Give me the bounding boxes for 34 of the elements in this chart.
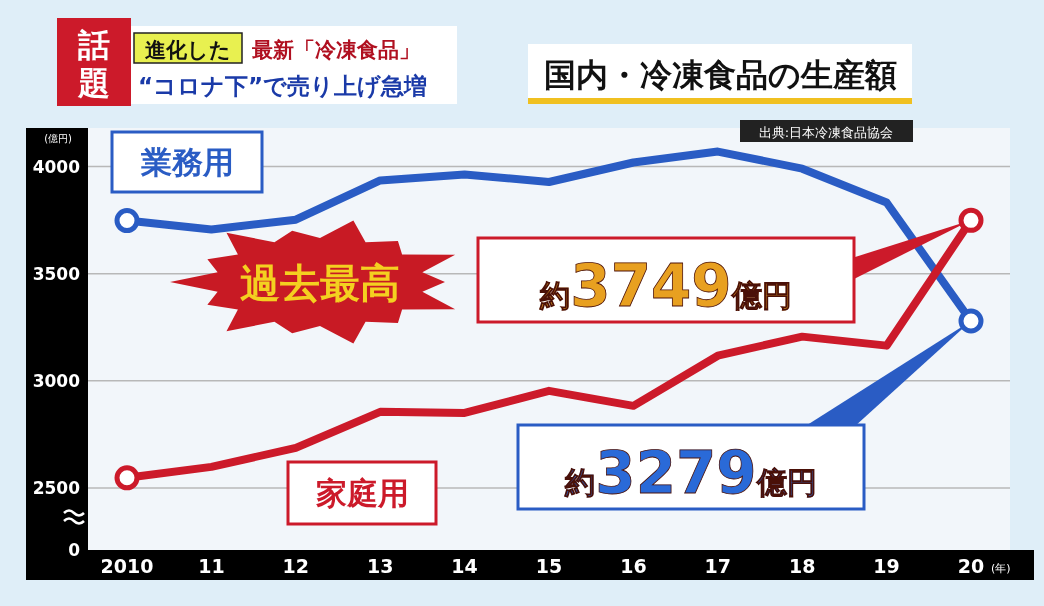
point bbox=[958, 207, 984, 233]
x-tick-label: 12 bbox=[282, 555, 310, 577]
x-tick-label: 15 bbox=[535, 555, 563, 577]
x-tick-label: 14 bbox=[451, 555, 478, 577]
text: 最新「冷凍食品」 bbox=[251, 38, 420, 62]
annotation: 出典:日本冷凍食品協会 bbox=[758, 125, 894, 140]
chart-title: 国内・冷凍食品の生産額 bbox=[543, 56, 897, 94]
series-label: 業務用 bbox=[139, 144, 234, 180]
text: 0 bbox=[68, 540, 81, 560]
x-tick-label: 17 bbox=[704, 555, 732, 577]
callout: 約3279億円 bbox=[516, 321, 971, 511]
annotation: 約3749億円 bbox=[539, 252, 792, 320]
x-tick-label: 19 bbox=[873, 555, 900, 577]
annotation: 過去最高 bbox=[240, 260, 400, 306]
text: “コロナ下”で売り上げ急増 bbox=[138, 73, 428, 99]
text: 話題 bbox=[77, 26, 110, 102]
y-axis-title: (億円) bbox=[44, 133, 73, 144]
y-tick-label: 3000 bbox=[32, 370, 81, 391]
y-tick-label: 4000 bbox=[32, 156, 81, 177]
x-axis-title: (年) bbox=[991, 562, 1011, 575]
point bbox=[958, 308, 984, 334]
point bbox=[114, 208, 140, 234]
y-tick-label: 3500 bbox=[32, 263, 81, 284]
x-tick-label: 18 bbox=[788, 555, 816, 577]
x-tick-label: 2010 bbox=[100, 555, 154, 577]
series-label: 家庭用 bbox=[315, 475, 409, 511]
x-tick-label: 13 bbox=[366, 555, 394, 577]
x-tick-label: 11 bbox=[198, 555, 225, 577]
text: 進化した bbox=[145, 38, 231, 62]
x-tick-label: 16 bbox=[620, 555, 647, 577]
y-tick-label: 2500 bbox=[32, 477, 81, 498]
x-tick-label: 20 bbox=[957, 555, 985, 577]
annotation: 約3279億円 bbox=[564, 439, 817, 507]
point bbox=[114, 465, 140, 491]
